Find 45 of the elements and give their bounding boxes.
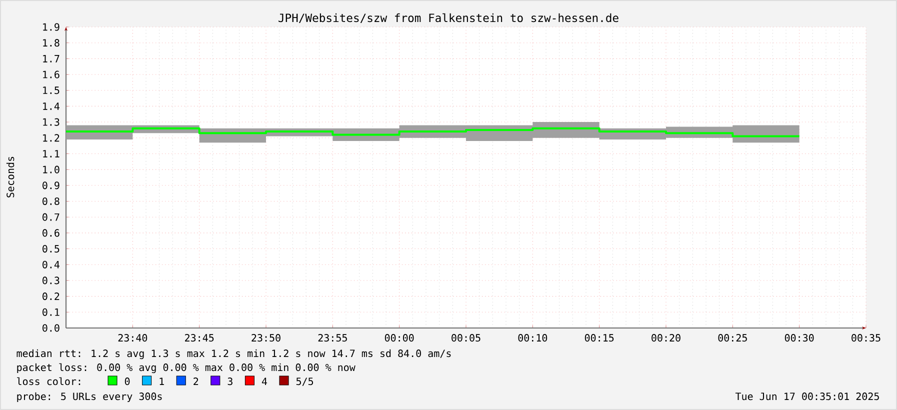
text: 1 bbox=[160, 378, 164, 385]
x-tick-label: 00:20 bbox=[652, 334, 680, 342]
y-tick-label: 1.5 bbox=[43, 86, 60, 94]
y-tick-label: 0.0 bbox=[42, 324, 60, 332]
y-tick-label: 0.2 bbox=[42, 292, 60, 300]
x-tick-label: 00:25 bbox=[718, 334, 747, 342]
y-tick-label: 0.6 bbox=[42, 229, 60, 237]
y-axis-title: Seconds bbox=[6, 156, 14, 198]
x-tick-label: 23:55 bbox=[318, 334, 347, 342]
y-tick-label: 1.9 bbox=[43, 23, 60, 31]
text: 4 bbox=[262, 378, 268, 385]
y-tick-label: 1.1 bbox=[43, 150, 60, 158]
y-tick-label: 1.7 bbox=[43, 55, 60, 62]
text: 0 bbox=[124, 378, 130, 386]
text: Tue Jun 17 00:35:01 2025 bbox=[735, 392, 879, 400]
y-tick-label: 0.3 bbox=[42, 276, 60, 284]
x-tick-label: 00:30 bbox=[784, 334, 814, 342]
text: 5/5 bbox=[296, 378, 314, 386]
y-tick-label: 1.0 bbox=[43, 166, 60, 174]
text: 3 bbox=[228, 378, 232, 386]
y-tick-label: 1.2 bbox=[43, 134, 60, 142]
y-tick-label: 0.8 bbox=[42, 197, 60, 206]
text: median rtt: 1.2 s avg 1.3 s max 1.2 s min 1.2 s now 14.7 ms sd 84.0 am/s bbox=[16, 349, 451, 360]
y-tick-label: 0.9 bbox=[42, 182, 60, 190]
y-tick-label: 1.3 bbox=[43, 118, 60, 126]
x-tick-label: 00:35 bbox=[852, 334, 880, 342]
x-tick-label: 00:10 bbox=[518, 334, 548, 342]
text: 2 bbox=[194, 378, 198, 385]
y-tick-label: 0.4 bbox=[42, 260, 60, 268]
x-tick-label: 00:15 bbox=[584, 334, 614, 342]
x-tick-label: 00:05 bbox=[452, 334, 480, 342]
x-tick-label: 23:45 bbox=[185, 334, 214, 342]
text: loss color: bbox=[17, 377, 80, 386]
x-tick-label: 23:50 bbox=[252, 334, 280, 342]
text: probe: 5 URLs every 300s bbox=[17, 392, 162, 402]
x-tick-label: 23:40 bbox=[118, 334, 148, 342]
x-tick-label: 00:00 bbox=[384, 334, 414, 342]
text: packet loss: 0.00 % avg 0.00 % max 0.00 % min 0.00 % now bbox=[17, 363, 356, 374]
y-tick-label: 0.1 bbox=[42, 308, 60, 316]
y-tick-label: 0.7 bbox=[42, 213, 60, 221]
y-tick-label: 1.6 bbox=[43, 70, 60, 78]
y-tick-label: 1.4 bbox=[43, 102, 60, 110]
y-tick-label: 1.8 bbox=[43, 39, 60, 47]
y-tick-label: 0.5 bbox=[42, 244, 60, 253]
chart-title: JPH/Websites/szw from Falkenstein to szw-hessen.de bbox=[278, 13, 618, 24]
